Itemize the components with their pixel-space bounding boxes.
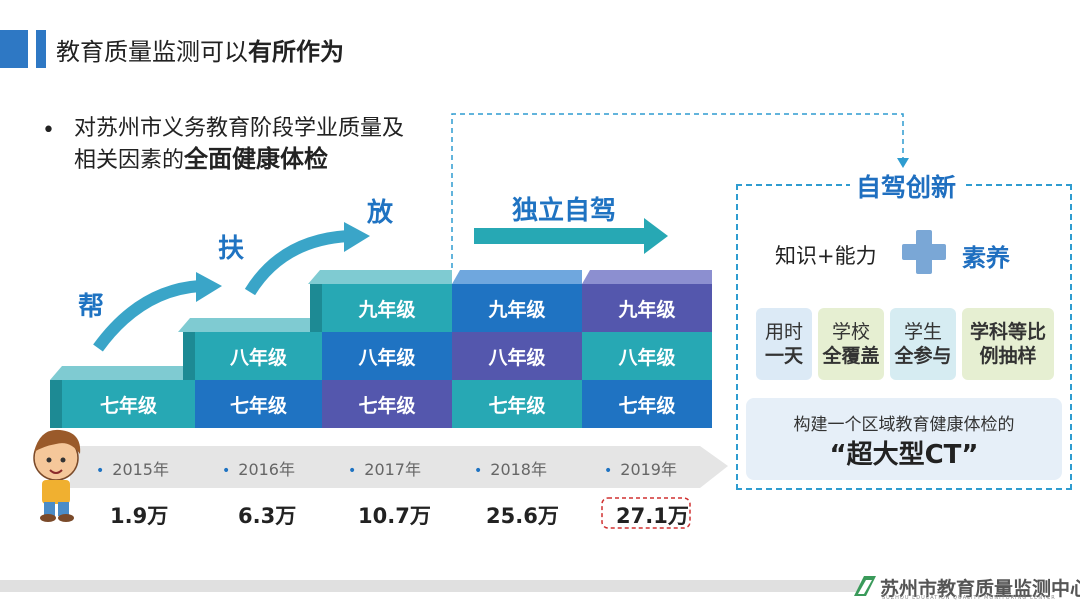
timeline-arrow: [70, 446, 728, 488]
bullet-dot: •: [42, 118, 55, 143]
cell-2015-g7: 七年级: [62, 380, 195, 428]
tag-all-schools: 学校 全覆盖: [818, 308, 884, 380]
header-accent-bar-small: [36, 30, 46, 68]
step-fu: 扶: [218, 234, 245, 264]
cell-2017-g7: 七年级: [322, 380, 452, 428]
page-title: 教育质量监测可以有所作为: [56, 38, 344, 66]
cell-2018-g7: 七年级: [452, 380, 582, 428]
count-2016: 6.3万: [238, 504, 297, 528]
count-2018: 25.6万: [486, 504, 559, 528]
side-face: [50, 380, 62, 428]
bullet-text: 对苏州市义务教育阶段学业质量及 相关因素的全面健康体检: [74, 116, 405, 173]
year-label: • 2015年: [96, 460, 169, 479]
count-2019: 27.1万: [616, 504, 689, 528]
step-bang: 帮: [78, 292, 105, 322]
cell-2017-g8: 八年级: [322, 332, 452, 380]
dashed-connector: [451, 113, 904, 268]
knowledge-ability-label: 知识+能力: [775, 244, 877, 268]
panel-title: 自驾创新: [850, 168, 963, 204]
student-cartoon-icon: [33, 429, 81, 522]
cell-2019-g9: 九年级: [582, 284, 712, 332]
tag-one-day: 用时 一天: [756, 308, 812, 380]
cell-2017-g9: 九年级: [322, 284, 452, 332]
tag-all-students: 学生 全参与: [890, 308, 956, 380]
highlight-box: [601, 497, 691, 529]
independent-arrow: [474, 228, 646, 244]
footer-logo-text: 苏州市教育质量监测中心: [880, 578, 1080, 600]
literacy-label: 素养: [962, 244, 1010, 272]
side-face: [183, 332, 195, 380]
cell-2016-g7: 七年级: [195, 380, 322, 428]
curve-arrow-2: [244, 230, 349, 296]
tag-sampling: 学科等比 例抽样: [962, 308, 1054, 380]
year-label: • 2016年: [222, 460, 295, 479]
header-accent-bar: [0, 30, 28, 68]
count-2015: 1.9万: [110, 504, 169, 528]
cell-2016-g8: 八年级: [195, 332, 322, 380]
connector-arrowhead: [897, 158, 909, 168]
footer-logo-subtitle: SUZHOU EDUCATION QUALITY MONITORING CENT…: [882, 595, 1056, 601]
cell-2018-g9: 九年级: [452, 284, 582, 332]
cell-2018-g8: 八年级: [452, 332, 582, 380]
footer-bar: [0, 580, 860, 592]
ct-box: [746, 398, 1062, 480]
cell-2019-g8: 八年级: [582, 332, 712, 380]
year-label: • 2019年: [604, 460, 677, 479]
ct-line1: 构建一个区域教育健康体检的: [793, 415, 1015, 435]
step-fang: 放: [367, 198, 394, 228]
plus-icon: [902, 230, 946, 274]
curve-arrow-1: [93, 280, 201, 352]
count-2017: 10.7万: [358, 504, 431, 528]
ct-line2: “超大型CT”: [829, 440, 979, 470]
cell-2019-g7: 七年级: [582, 380, 712, 428]
logo-icon: [854, 576, 876, 596]
year-label: • 2018年: [474, 460, 547, 479]
year-label: • 2017年: [348, 460, 421, 479]
side-face: [310, 284, 322, 332]
step-independent: 独立自驾: [512, 196, 617, 226]
